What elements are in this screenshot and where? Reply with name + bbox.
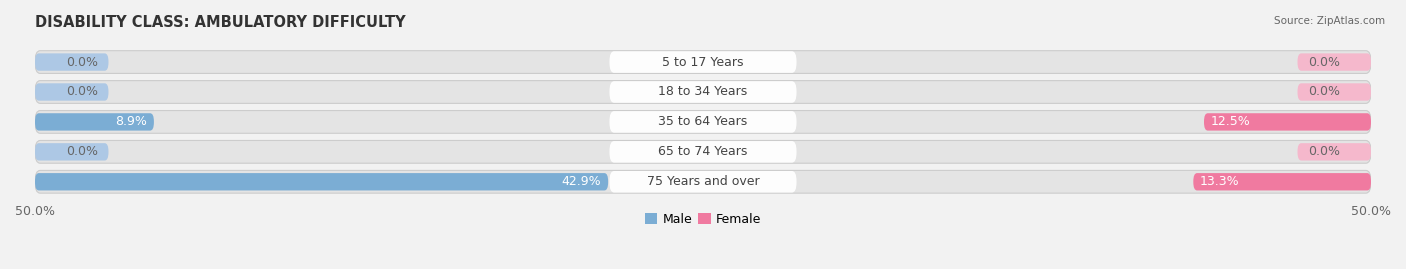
Text: 35 to 64 Years: 35 to 64 Years bbox=[658, 115, 748, 128]
Text: 13.3%: 13.3% bbox=[1199, 175, 1240, 188]
FancyBboxPatch shape bbox=[1298, 143, 1371, 161]
FancyBboxPatch shape bbox=[35, 81, 1371, 103]
FancyBboxPatch shape bbox=[35, 143, 108, 161]
Text: 0.0%: 0.0% bbox=[66, 86, 98, 98]
Text: 5 to 17 Years: 5 to 17 Years bbox=[662, 56, 744, 69]
FancyBboxPatch shape bbox=[609, 141, 797, 163]
Text: 0.0%: 0.0% bbox=[1308, 145, 1340, 158]
Text: DISABILITY CLASS: AMBULATORY DIFFICULTY: DISABILITY CLASS: AMBULATORY DIFFICULTY bbox=[35, 15, 405, 30]
Text: 65 to 74 Years: 65 to 74 Years bbox=[658, 145, 748, 158]
Legend: Male, Female: Male, Female bbox=[640, 208, 766, 231]
FancyBboxPatch shape bbox=[35, 83, 108, 101]
Text: Source: ZipAtlas.com: Source: ZipAtlas.com bbox=[1274, 16, 1385, 26]
FancyBboxPatch shape bbox=[35, 173, 609, 190]
FancyBboxPatch shape bbox=[35, 53, 108, 71]
FancyBboxPatch shape bbox=[35, 111, 1371, 133]
FancyBboxPatch shape bbox=[1204, 113, 1371, 130]
Text: 12.5%: 12.5% bbox=[1211, 115, 1250, 128]
Text: 75 Years and over: 75 Years and over bbox=[647, 175, 759, 188]
FancyBboxPatch shape bbox=[1298, 53, 1371, 71]
Text: 0.0%: 0.0% bbox=[1308, 86, 1340, 98]
Text: 0.0%: 0.0% bbox=[66, 145, 98, 158]
Text: 0.0%: 0.0% bbox=[66, 56, 98, 69]
FancyBboxPatch shape bbox=[609, 81, 797, 103]
FancyBboxPatch shape bbox=[1194, 173, 1371, 190]
FancyBboxPatch shape bbox=[609, 51, 797, 73]
Text: 0.0%: 0.0% bbox=[1308, 56, 1340, 69]
Text: 18 to 34 Years: 18 to 34 Years bbox=[658, 86, 748, 98]
FancyBboxPatch shape bbox=[35, 170, 1371, 193]
FancyBboxPatch shape bbox=[1298, 83, 1371, 101]
FancyBboxPatch shape bbox=[609, 171, 797, 193]
FancyBboxPatch shape bbox=[35, 140, 1371, 163]
FancyBboxPatch shape bbox=[609, 111, 797, 133]
Text: 42.9%: 42.9% bbox=[562, 175, 602, 188]
FancyBboxPatch shape bbox=[35, 113, 153, 130]
FancyBboxPatch shape bbox=[35, 51, 1371, 73]
Text: 8.9%: 8.9% bbox=[115, 115, 148, 128]
